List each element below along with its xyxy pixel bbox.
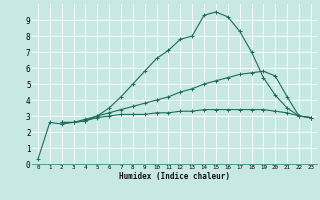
X-axis label: Humidex (Indice chaleur): Humidex (Indice chaleur) (119, 172, 230, 181)
